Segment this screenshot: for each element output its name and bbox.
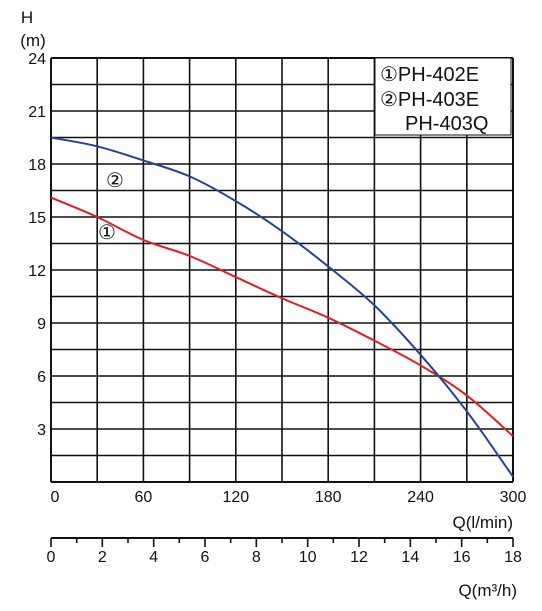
y-axis-title: H	[21, 8, 33, 27]
legend: ①PH-402E ②PH-403E PH-403Q	[374, 57, 512, 136]
x-tick-label: 180	[315, 489, 342, 506]
series-2-line	[50, 136, 514, 478]
legend-box	[374, 57, 512, 136]
legend-entry-2-line2: PH-403Q	[405, 113, 488, 135]
x2-tick-label: 14	[401, 549, 419, 566]
y-tick-label: 21	[28, 104, 46, 121]
x-tick-label: 300	[500, 489, 527, 506]
y-tick-label-zero: 0	[51, 489, 60, 506]
x2-tick-label: 10	[299, 549, 317, 566]
x2-tick-label: 4	[149, 549, 158, 566]
x2-tick-label: 8	[252, 549, 261, 566]
legend-entry-2: ②PH-403E	[380, 89, 479, 111]
curves	[50, 136, 514, 478]
x2-tick-label: 16	[453, 549, 471, 566]
x-tick-label: 240	[407, 489, 434, 506]
series-1-line	[50, 196, 514, 437]
y-axis-unit: (m)	[20, 31, 45, 50]
y-tick-label: 6	[37, 369, 46, 386]
curve-label-2: ②	[106, 170, 124, 192]
x-tick-label: 120	[222, 489, 249, 506]
x2-axis-title: Q(m³/h)	[458, 581, 517, 600]
x2-tick-label: 2	[98, 549, 107, 566]
legend-entry-1: ①PH-402E	[380, 64, 479, 86]
grid	[50, 57, 514, 483]
y-tick-label: 15	[28, 210, 46, 227]
x2-tick-label: 12	[350, 549, 368, 566]
y-tick-label: 3	[37, 422, 46, 439]
x2-tick-label: 0	[47, 549, 56, 566]
y-tick-label: 18	[28, 157, 46, 174]
curve-label-1: ①	[98, 222, 116, 244]
y-tick-label: 12	[28, 263, 46, 280]
y-tick-label: 9	[37, 316, 46, 333]
y-tick-label: 24	[28, 51, 46, 68]
x-tick-label: 60	[135, 489, 153, 506]
x2-tick-label: 6	[201, 549, 210, 566]
x-axis-title: Q(l/min)	[453, 513, 513, 532]
x2-tick-label: 18	[504, 549, 522, 566]
